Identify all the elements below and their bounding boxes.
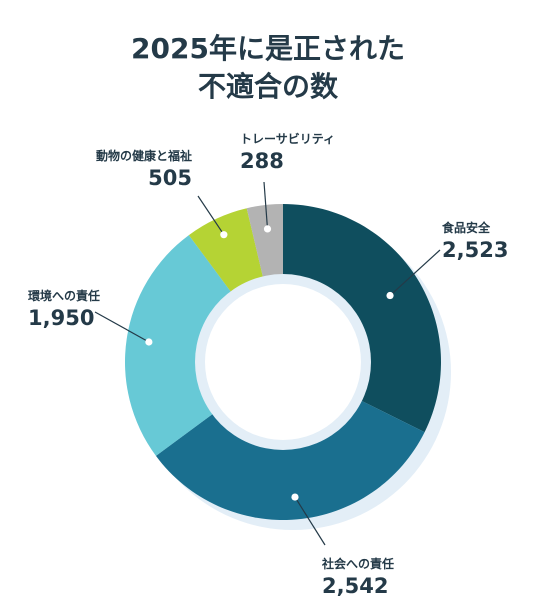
slice-marker-1: [291, 493, 299, 501]
slice-value-0: 2,523: [442, 238, 508, 262]
slice-label-4: トレーサビリティ: [240, 131, 335, 146]
slice-marker-0: [386, 291, 394, 300]
slice-label-1: 社会への責任: [321, 556, 394, 571]
donut-slice-0: [283, 204, 441, 433]
slice-label-2: 環境への責任: [28, 288, 100, 303]
slice-marker-4: [263, 225, 272, 233]
slice-marker-3: [220, 231, 228, 239]
slice-label-3: 動物の健康と福祉: [96, 148, 192, 163]
slice-marker-2: [145, 338, 153, 346]
slice-value-3: 505: [148, 166, 192, 190]
leader-line-2: [94, 311, 150, 343]
title-line-1: 2025年に是正された: [131, 32, 405, 65]
slice-value-1: 2,542: [322, 574, 388, 598]
title-line-2: 不適合の数: [197, 70, 338, 103]
donut-hole: [205, 284, 361, 440]
donut-slice-3: [188, 208, 266, 300]
slice-value-2: 1,950: [28, 306, 94, 330]
leader-line-4: [263, 181, 269, 229]
leader-line-1: [294, 496, 326, 546]
donut-slice-1: [155, 396, 425, 520]
chart-title: 2025年に是正された 不適合の数: [0, 30, 536, 106]
leader-line-3: [197, 195, 225, 236]
slice-label-0: 食品安全: [441, 220, 491, 235]
leader-line-0: [389, 249, 441, 296]
donut-slice-4: [246, 204, 283, 287]
slice-value-4: 288: [240, 149, 284, 173]
